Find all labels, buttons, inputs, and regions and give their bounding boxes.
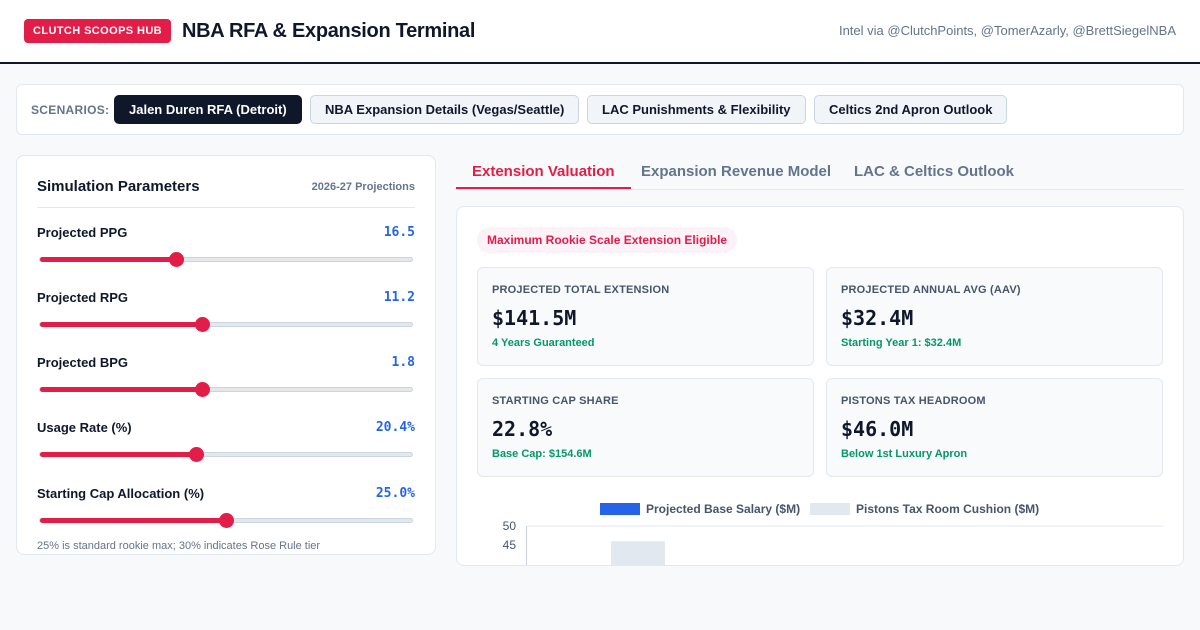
legend-label: Projected Base Salary ($M): [646, 502, 801, 516]
source-credits: Intel via @ClutchPoints, @TomerAzarly, @…: [838, 23, 1176, 38]
param-cap-allocation: Starting Cap Allocation (%) 25.0%: [37, 486, 415, 536]
view-tabs: Extension Valuation Expansion Revenue Mo…: [456, 155, 1184, 190]
param-label: Starting Cap Allocation (%): [37, 486, 205, 501]
scenario-bar: SCENARIOS: Jalen Duren RFA (Detroit) NBA…: [16, 84, 1184, 135]
metric-label: PROJECTED ANNUAL AVG (AAV): [841, 284, 1021, 296]
param-usage: Usage Rate (%) 20.4%: [37, 420, 415, 470]
param-value: 16.5: [383, 225, 415, 240]
slider-fill: [40, 452, 197, 457]
slider-thumb[interactable]: [219, 513, 234, 528]
slider-fill: [40, 322, 202, 327]
metric-note: Starting Year 1: $32.4M: [841, 337, 962, 349]
param-bpg: Projected BPG 1.8: [37, 355, 415, 405]
param-ppg: Projected PPG 16.5: [37, 225, 415, 275]
slider-note: 25% is standard rookie max; 30% indicate…: [37, 540, 321, 552]
slider-thumb[interactable]: [189, 447, 205, 462]
simulation-parameters-panel: Simulation Parameters 2026-27 Projection…: [16, 155, 436, 555]
tab-lac-celtics[interactable]: LAC & Celtics Outlook: [854, 163, 1015, 180]
metric-note: Below 1st Luxury Apron: [841, 448, 968, 460]
metric-tax-headroom: PISTONS TAX HEADROOM $46.0M Below 1st Lu…: [826, 378, 1163, 477]
metric-total-extension: PROJECTED TOTAL EXTENSION $141.5M 4 Year…: [477, 267, 814, 366]
param-value: 25.0%: [375, 486, 415, 501]
param-rpg: Projected RPG 11.2: [37, 290, 415, 340]
top-bar: CLUTCH SCOOPS HUB NBA RFA & Expansion Te…: [0, 0, 1200, 64]
cap-allocation-slider[interactable]: [39, 513, 413, 528]
metric-label: PROJECTED TOTAL EXTENSION: [492, 284, 670, 296]
brand-badge: CLUTCH SCOOPS HUB: [24, 19, 172, 43]
bpg-slider[interactable]: [39, 382, 413, 397]
legend-swatch: [810, 503, 850, 515]
metric-value: 22.8%: [492, 417, 553, 441]
slider-thumb[interactable]: [168, 252, 184, 267]
tab-extension-valuation[interactable]: Extension Valuation: [456, 155, 631, 189]
metric-value: $32.4M: [841, 306, 914, 330]
panel-title: Simulation Parameters: [37, 178, 200, 195]
app-title: NBA RFA & Expansion Terminal: [182, 20, 476, 42]
slider-thumb[interactable]: [194, 317, 210, 332]
param-label: Projected BPG: [37, 355, 129, 370]
scenario-chip-expansion[interactable]: NBA Expansion Details (Vegas/Seattle): [310, 95, 580, 124]
slider-fill: [40, 387, 202, 392]
metric-note: 4 Years Guaranteed: [492, 337, 595, 349]
param-value: 11.2: [383, 290, 415, 305]
metric-label: PISTONS TAX HEADROOM: [841, 395, 986, 407]
param-label: Projected PPG: [37, 225, 128, 240]
metric-label: STARTING CAP SHARE: [492, 395, 619, 407]
scenario-chip-duren-rfa[interactable]: Jalen Duren RFA (Detroit): [114, 95, 302, 124]
eligibility-badge: Maximum Rookie Scale Extension Eligible: [477, 227, 738, 253]
metric-note: Base Cap: $154.6M: [492, 448, 592, 460]
salary-chart: 50 45: [503, 519, 1163, 566]
scenario-chip-lac-punishments[interactable]: LAC Punishments & Flexibility: [587, 95, 806, 124]
slider-fill: [40, 518, 226, 523]
scenarios-label: SCENARIOS:: [31, 103, 110, 117]
metric-cap-share: STARTING CAP SHARE 22.8% Base Cap: $154.…: [477, 378, 814, 477]
param-value: 20.4%: [375, 420, 415, 435]
rpg-slider[interactable]: [39, 317, 413, 332]
tab-expansion-revenue[interactable]: Expansion Revenue Model: [641, 163, 832, 180]
usage-slider[interactable]: [39, 447, 413, 462]
param-value: 1.8: [391, 355, 415, 370]
legend-label: Pistons Tax Room Cushion ($M): [856, 502, 1040, 516]
ppg-slider[interactable]: [39, 252, 413, 267]
cushion-bar[interactable]: [611, 541, 665, 566]
param-label: Usage Rate (%): [37, 420, 132, 435]
scenario-chip-celtics-apron[interactable]: Celtics 2nd Apron Outlook: [814, 95, 1008, 124]
panel-subtitle: 2026-27 Projections: [311, 181, 415, 193]
legend-swatch: [600, 503, 640, 515]
metric-annual-avg: PROJECTED ANNUAL AVG (AAV) $32.4M Starti…: [826, 267, 1163, 366]
y-tick-label: 45: [503, 538, 517, 552]
metric-value: $46.0M: [841, 417, 914, 441]
param-label: Projected RPG: [37, 290, 129, 305]
y-tick-label: 50: [503, 519, 517, 533]
slider-fill: [40, 257, 176, 262]
slider-thumb[interactable]: [194, 382, 210, 397]
valuation-card: Maximum Rookie Scale Extension Eligible …: [456, 206, 1184, 566]
metric-value: $141.5M: [492, 306, 577, 330]
panel-divider: [37, 207, 415, 208]
